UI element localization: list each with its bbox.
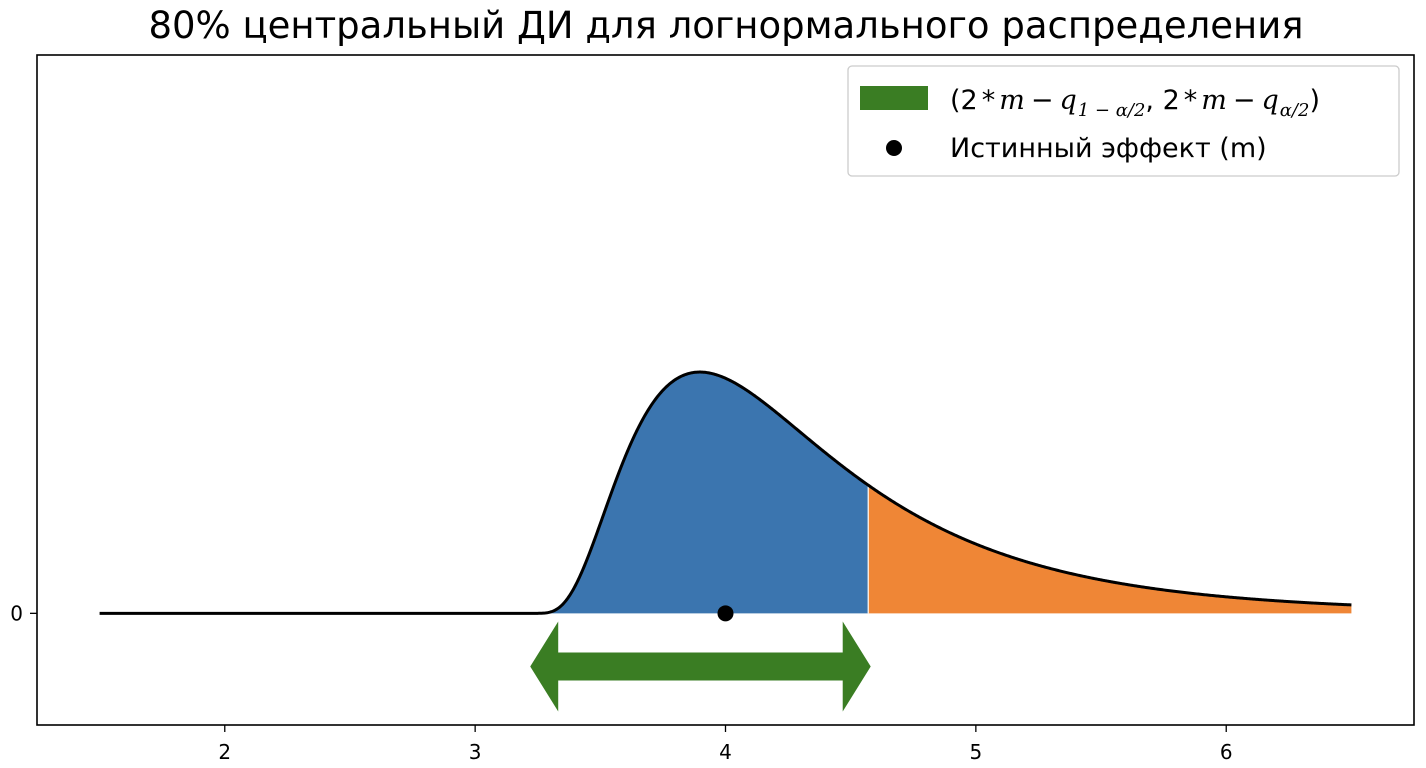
legend-interval-swatch [860, 86, 928, 110]
legend-true-effect-label: Истинный эффект (m) [950, 133, 1267, 164]
legend-interval-label: (2 * m − q1 − α/2, 2 * m − qα/2) [950, 85, 1320, 121]
legend: (2 * m − q1 − α/2, 2 * m − qα/2) Истинный эффект… [847, 65, 1400, 177]
x-axis: 2 3 4 5 6 [218, 725, 1233, 764]
x-tick-label: 2 [218, 740, 231, 764]
interval-arrow [530, 621, 871, 712]
central-region [525, 372, 869, 614]
x-tick-label: 4 [719, 740, 732, 764]
upper_tail-region [868, 485, 1352, 614]
density-curve [99, 370, 1352, 615]
x-tick-label: 6 [1220, 740, 1233, 764]
true-effect-point [717, 605, 734, 622]
legend-true-effect-marker [886, 140, 902, 156]
plot-area [99, 370, 1352, 712]
legend-frame [847, 65, 1400, 177]
y-axis: 0 [10, 601, 37, 625]
x-tick-label: 3 [469, 740, 482, 764]
y-tick-label: 0 [10, 601, 23, 625]
chart-title: 80% центральный ДИ для логнормального ра… [148, 4, 1303, 47]
x-tick-label: 5 [969, 740, 982, 764]
